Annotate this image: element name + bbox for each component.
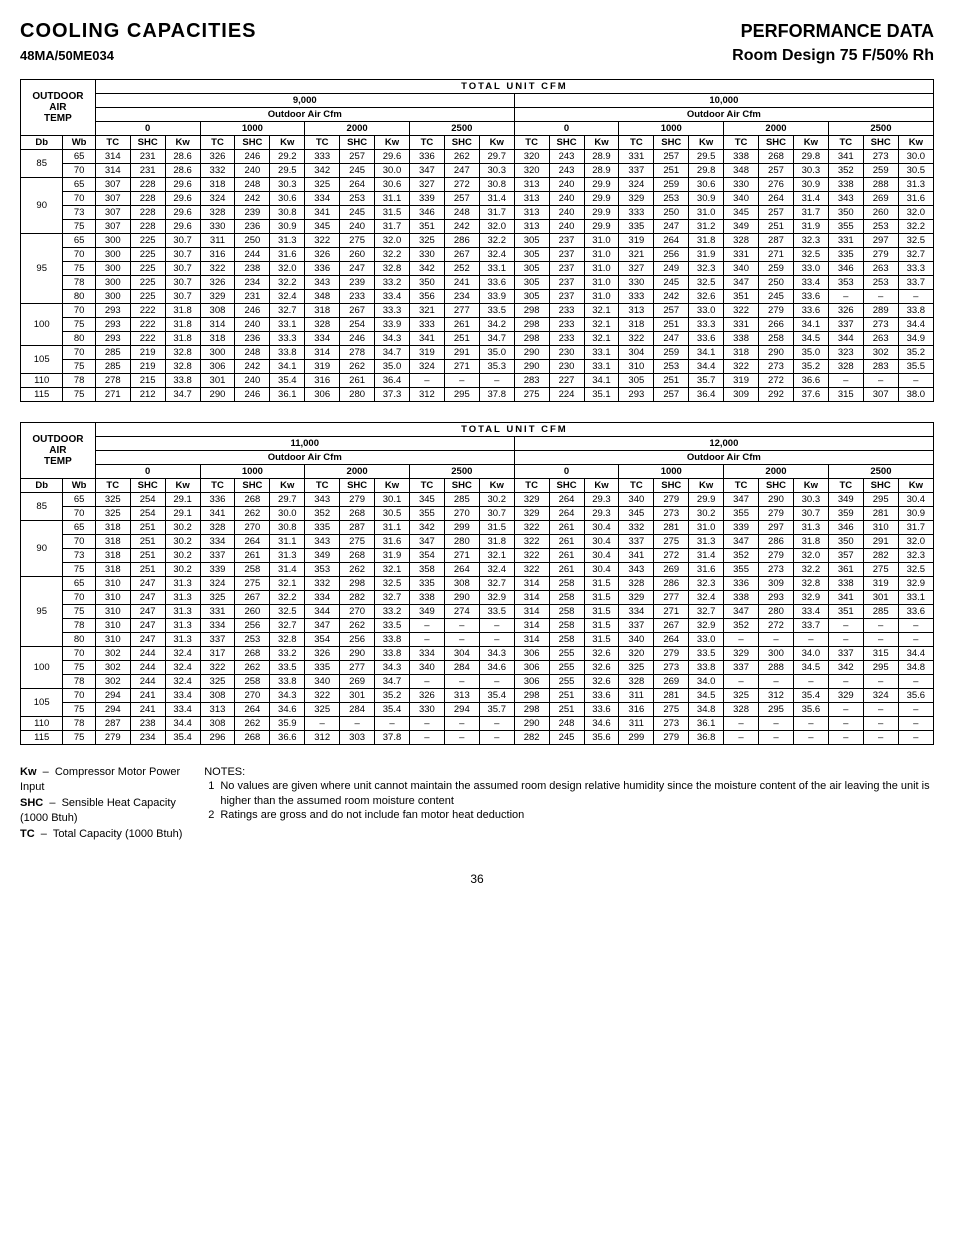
- table-1-wrap: OUTDOORAIRTEMPTOTAL UNIT CFM9,00010,000O…: [20, 79, 934, 402]
- table-2-wrap: OUTDOORAIRTEMPTOTAL UNIT CFM11,00012,000…: [20, 422, 934, 745]
- notes: NOTES: 1No values are given where unit c…: [204, 765, 934, 842]
- title-sub-left: 48MA/50ME034: [20, 48, 114, 63]
- title-main-right: PERFORMANCE DATA: [741, 21, 934, 42]
- title-sub-right: Room Design 75 F/50% Rh: [732, 47, 934, 65]
- capacity-table-1: OUTDOORAIRTEMPTOTAL UNIT CFM9,00010,000O…: [20, 79, 934, 402]
- footer-block: Kw – Compressor Motor Power InputSHC – S…: [20, 765, 934, 842]
- capacity-table-2: OUTDOORAIRTEMPTOTAL UNIT CFM11,00012,000…: [20, 422, 934, 745]
- legend: Kw – Compressor Motor Power InputSHC – S…: [20, 765, 184, 842]
- page-number: 36: [20, 872, 934, 886]
- title-main-left: COOLING CAPACITIES: [20, 20, 257, 43]
